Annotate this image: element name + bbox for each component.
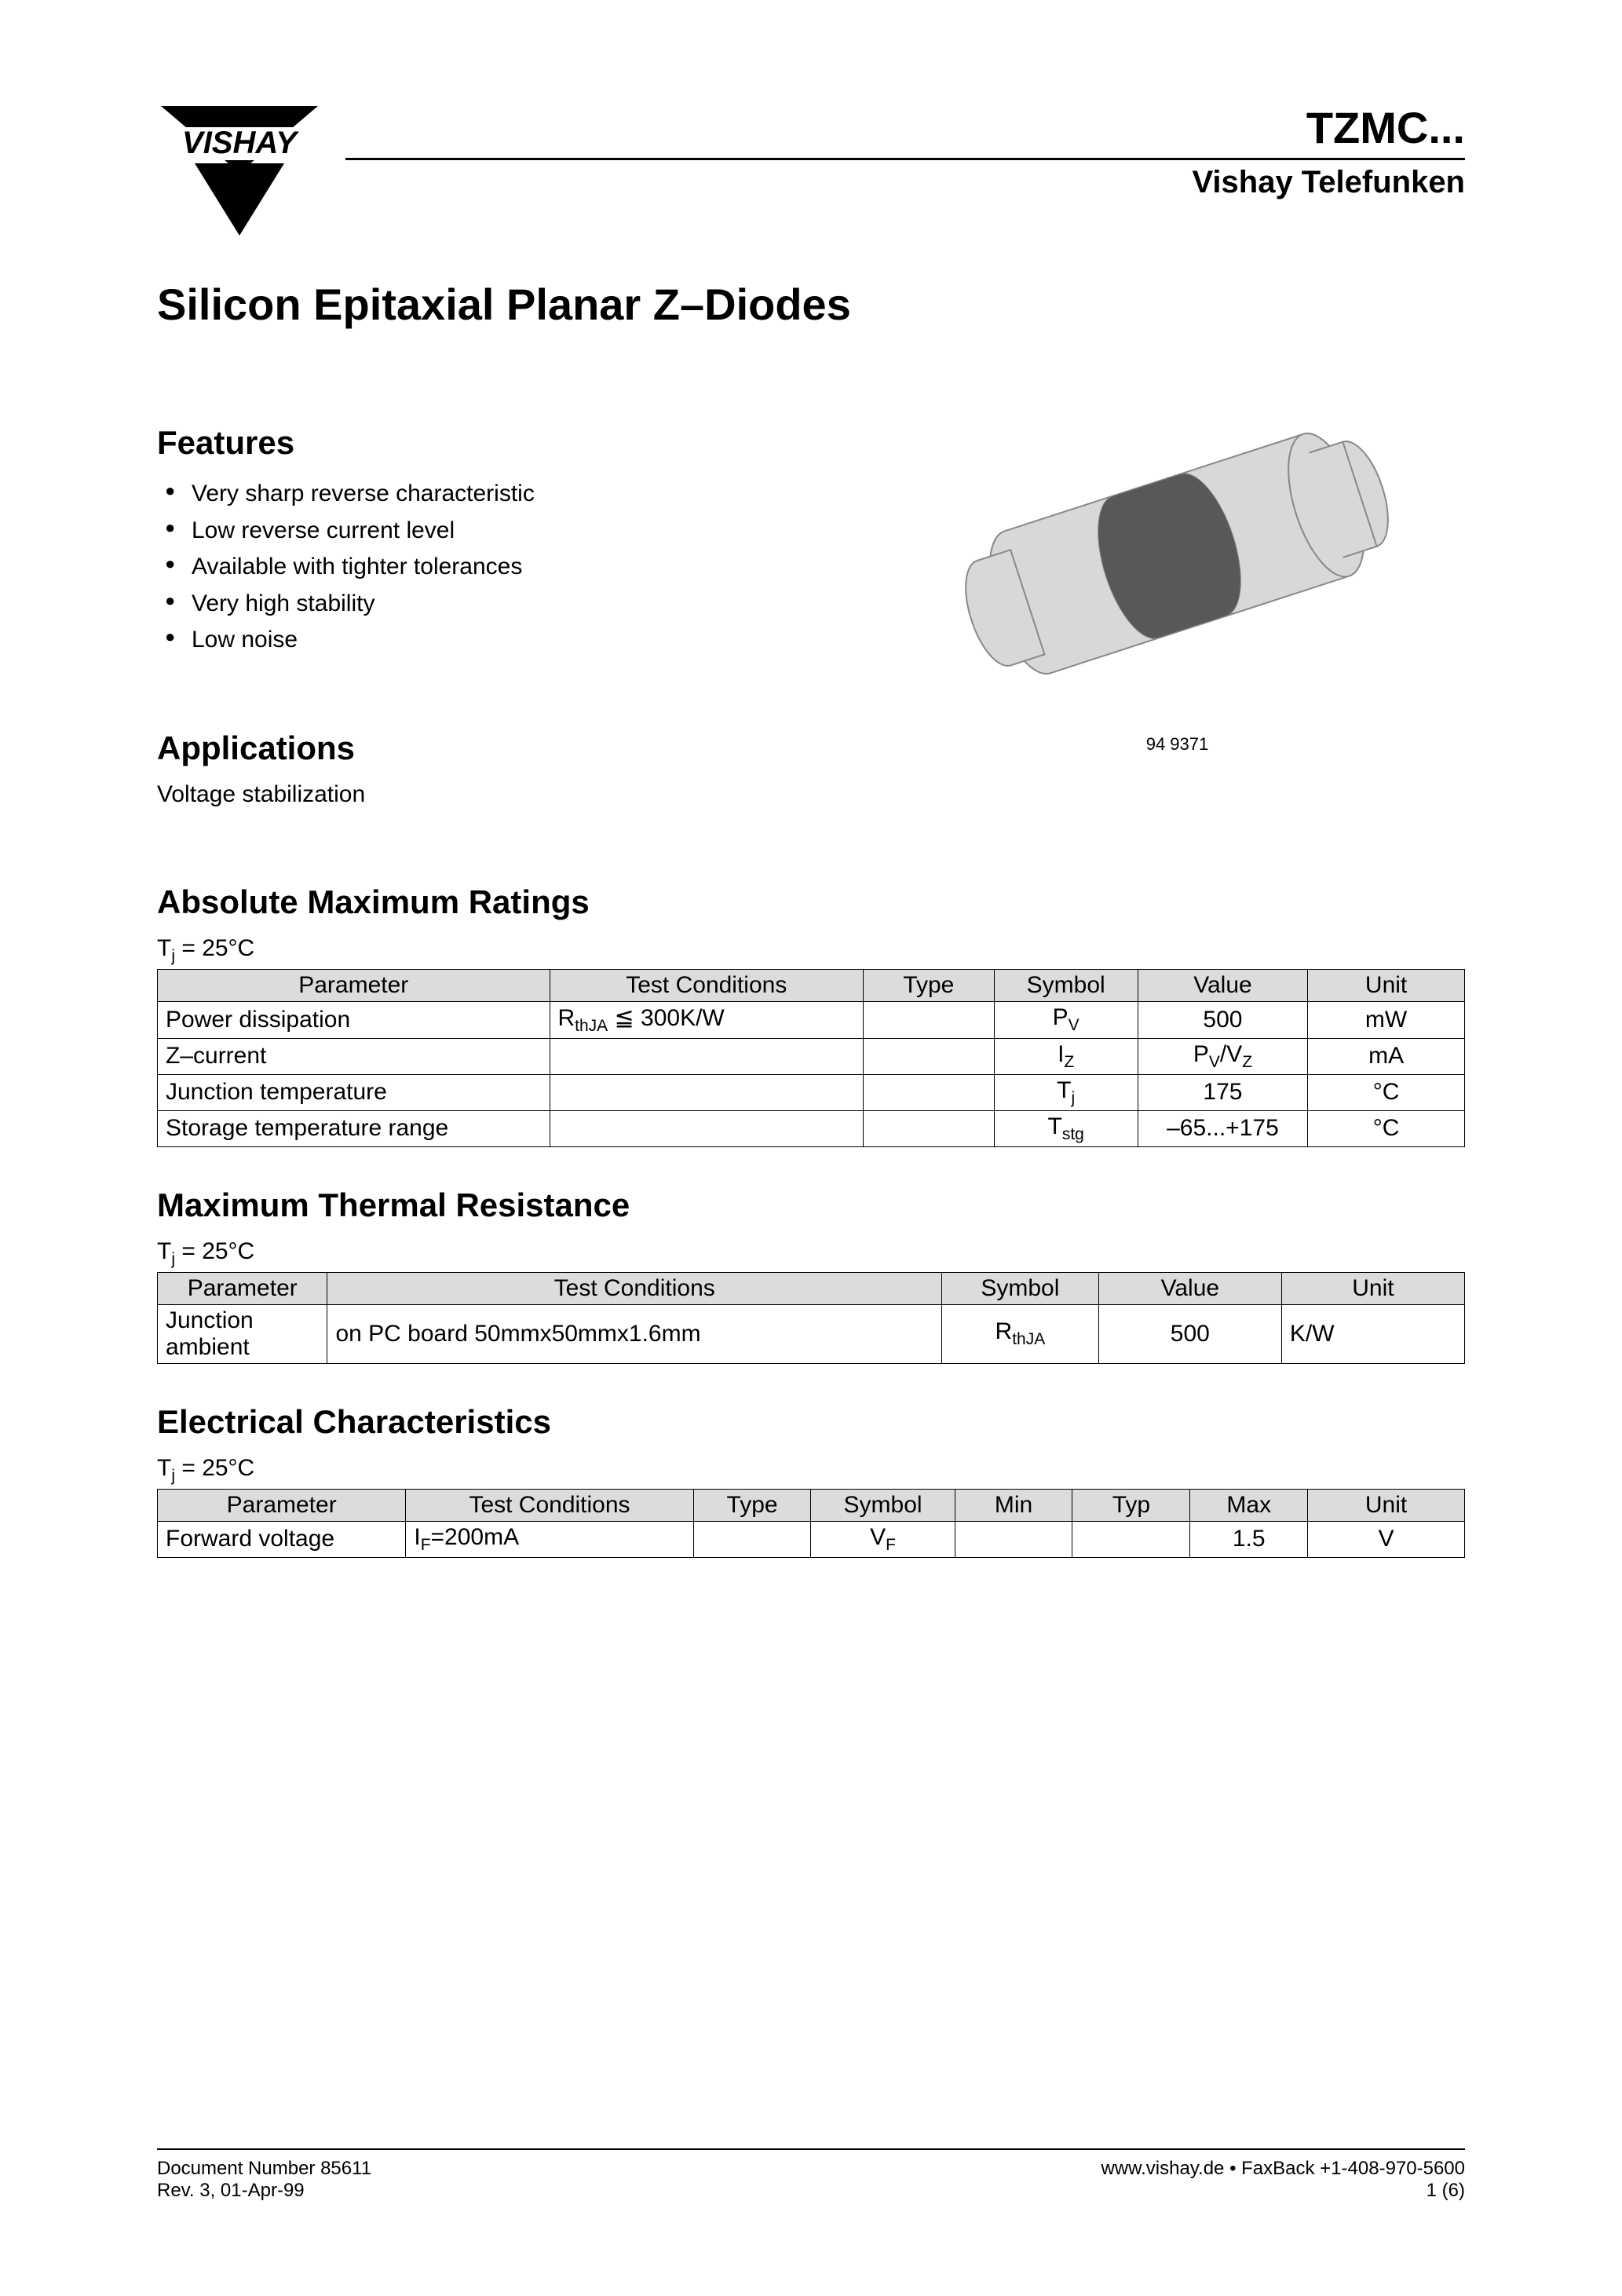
table-header: Parameter [158, 969, 550, 1001]
table-header: Test Conditions [406, 1489, 693, 1521]
features-heading: Features [157, 424, 837, 462]
feature-item: Low noise [157, 622, 837, 659]
electrical-heading: Electrical Characteristics [157, 1403, 1465, 1441]
table-header: Min [955, 1489, 1072, 1521]
table-header: Typ [1072, 1489, 1190, 1521]
table-header: Parameter [158, 1489, 406, 1521]
features-list: Very sharp reverse characteristicLow rev… [157, 476, 837, 659]
footer-url: www.vishay.de • FaxBack +1-408-970-5600 [1101, 2158, 1465, 2180]
table-header: Symbol [941, 1272, 1098, 1304]
footer-doc-number: Document Number 85611 [157, 2158, 371, 2180]
thermal-table: ParameterTest ConditionsSymbolValueUnit … [157, 1272, 1465, 1364]
table-header: Parameter [158, 1272, 327, 1304]
table-row: Junction temperature Tj175°C [158, 1074, 1465, 1110]
feature-item: Available with tighter tolerances [157, 549, 837, 586]
table-header: Symbol [994, 969, 1138, 1001]
table-header: Symbol [811, 1489, 955, 1521]
feature-item: Very high stability [157, 586, 837, 623]
table-header: Unit [1308, 1489, 1465, 1521]
table-header: Unit [1308, 969, 1465, 1001]
table-header: Type [693, 1489, 811, 1521]
thermal-heading: Maximum Thermal Resistance [157, 1186, 1465, 1224]
table-row: Storage temperature range Tstg–65...+175… [158, 1110, 1465, 1146]
table-header: Value [1098, 1272, 1281, 1304]
thermal-condition: Tj = 25°C [157, 1238, 1465, 1269]
brand-line: Vishay Telefunken [345, 165, 1465, 200]
footer-revision: Rev. 3, 01-Apr-99 [157, 2180, 371, 2202]
electrical-condition: Tj = 25°C [157, 1455, 1465, 1486]
page-footer: Document Number 85611 Rev. 3, 01-Apr-99 … [157, 2148, 1465, 2202]
table-row: Junction ambienton PC board 50mmx50mmx1.… [158, 1304, 1465, 1363]
feature-item: Low reverse current level [157, 513, 837, 550]
table-row: Power dissipationRthJA ≦ 300K/W PV500mW [158, 1001, 1465, 1038]
table-header: Max [1190, 1489, 1308, 1521]
abs-max-condition: Tj = 25°C [157, 935, 1465, 966]
table-header: Test Conditions [327, 1272, 942, 1304]
table-row: Forward voltageIF=200mA VF 1.5V [158, 1521, 1465, 1557]
electrical-table: ParameterTest ConditionsTypeSymbolMinTyp… [157, 1489, 1465, 1558]
table-header: Test Conditions [550, 969, 864, 1001]
table-header: Unit [1281, 1272, 1464, 1304]
component-diagram [926, 385, 1428, 722]
applications-heading: Applications [157, 729, 837, 767]
table-header: Type [864, 969, 995, 1001]
svg-text:VISHAY: VISHAY [182, 126, 299, 160]
abs-max-table: ParameterTest ConditionsTypeSymbolValueU… [157, 969, 1465, 1147]
footer-page-number: 1 (6) [1101, 2180, 1465, 2202]
image-caption: 94 9371 [890, 734, 1465, 755]
page-title: Silicon Epitaxial Planar Z–Diodes [157, 279, 1465, 330]
table-row: Z–current IZPV/VZmA [158, 1038, 1465, 1074]
applications-text: Voltage stabilization [157, 781, 837, 808]
feature-item: Very sharp reverse characteristic [157, 476, 837, 513]
abs-max-heading: Absolute Maximum Ratings [157, 883, 1465, 921]
table-header: Value [1138, 969, 1307, 1001]
header: VISHAY TZMC... Vishay Telefunken [157, 102, 1465, 247]
vishay-logo: VISHAY [157, 102, 322, 247]
product-code: TZMC... [345, 102, 1465, 156]
